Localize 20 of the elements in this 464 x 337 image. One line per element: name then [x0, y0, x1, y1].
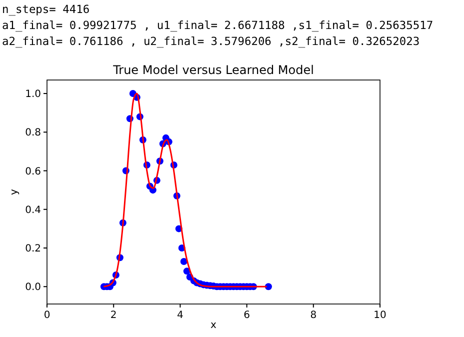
text: a2_final= 0.761186 , u2_final= 3.5796206 ,s2_final= 0.32652023: [2, 35, 420, 48]
point: [180, 258, 188, 266]
y-tick-label: 0.6: [25, 166, 41, 178]
x-tick-label: 8: [310, 310, 317, 321]
x-tick-label: 0: [44, 310, 50, 321]
chart-title: True Model versus Learned Model: [112, 63, 314, 77]
y-tick-label: 0.8: [25, 128, 41, 139]
y-tick-label: 1.0: [25, 89, 41, 100]
y-tick-label: 0.2: [25, 244, 41, 254]
x-tick-label: 6: [244, 310, 250, 321]
y-tick-label: 0.4: [25, 204, 41, 216]
text: n_steps= 4416: [2, 3, 90, 16]
point: [264, 283, 272, 290]
x-tick-label: 4: [177, 310, 184, 321]
y-tick-label: 0.0: [25, 282, 41, 294]
x-axis-title: x: [210, 320, 217, 331]
y-axis-title: y: [9, 188, 20, 195]
x-tick-label: 2: [110, 310, 117, 321]
x-tick-label: 10: [374, 310, 386, 321]
text: a1_final= 0.99921775 , u1_final= 2.6671188 ,s1_final= 0.25635517: [2, 19, 434, 32]
